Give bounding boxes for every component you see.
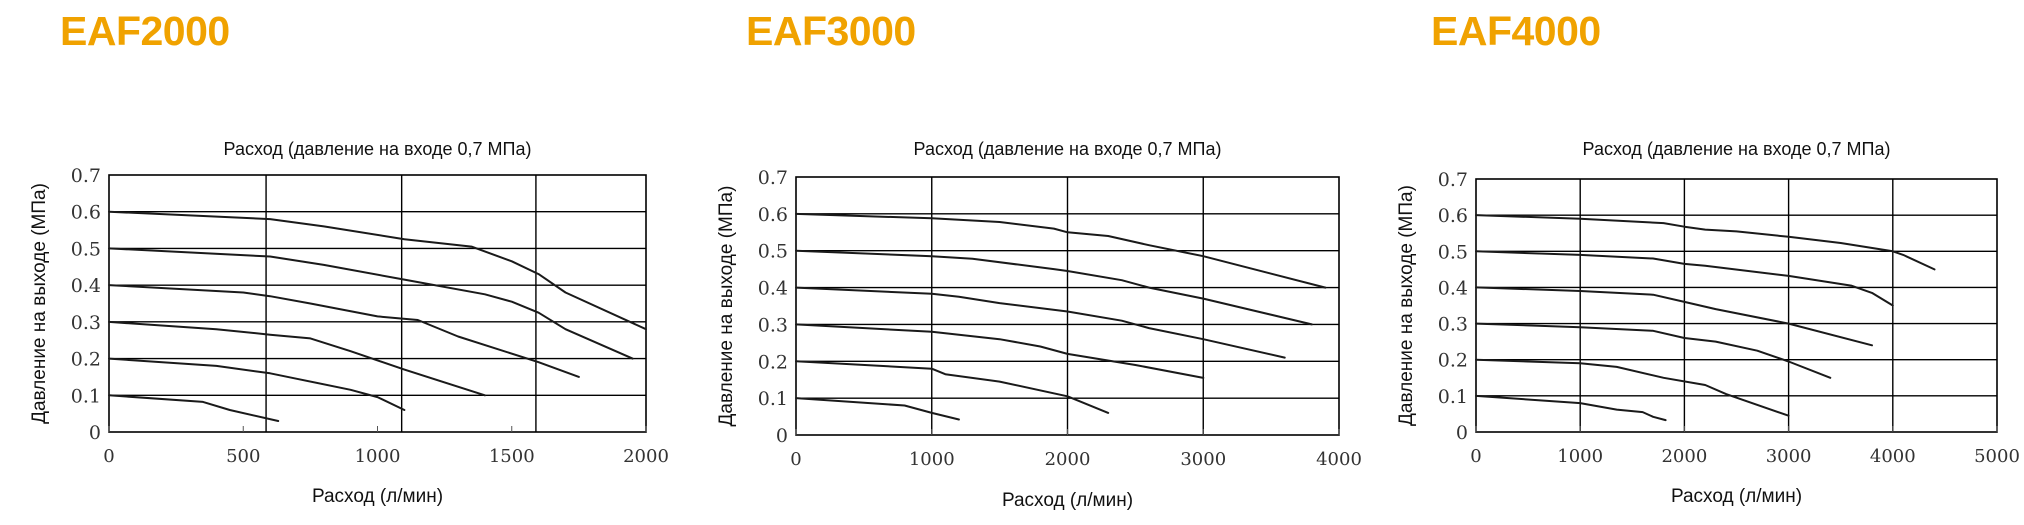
series-line-2 — [795, 249, 1313, 326]
y-tick-label: 0.7 — [1438, 169, 1468, 191]
series-line-5 — [795, 360, 1110, 414]
y-tick-label: 0.1 — [758, 388, 788, 410]
y-axis-label: Давление на выходе (МПа) — [716, 186, 737, 427]
x-tick-label: 1000 — [1557, 446, 1603, 467]
series-line-6 — [108, 394, 280, 422]
y-tick-label: 0.3 — [758, 314, 788, 336]
series-line-2 — [1475, 250, 1894, 307]
y-tick-label: 0 — [89, 422, 101, 444]
y-tick-label: 0.5 — [758, 241, 788, 263]
series-line-3 — [795, 286, 1286, 359]
x-axis-label: Расход (л/мин) — [312, 486, 443, 507]
x-tick-label: 0 — [790, 449, 801, 470]
series-line-4 — [1475, 322, 1832, 379]
y-tick-label: 0.2 — [758, 351, 788, 373]
plot-frame — [108, 174, 647, 433]
y-tick-label: 0.5 — [1438, 241, 1468, 263]
x-tick-label: 1000 — [355, 446, 401, 467]
y-axis-label: Давление на выходе (МПа) — [29, 183, 50, 424]
y-tick-label: 0.4 — [758, 278, 788, 300]
x-tick-label: 2000 — [623, 446, 669, 467]
y-tick-label: 0.1 — [71, 385, 101, 407]
y-tick-label: 0.6 — [758, 204, 788, 226]
x-axis-label: Расход (л/мин) — [1671, 486, 1802, 507]
y-tick-label: 0 — [776, 425, 788, 447]
series-line-4 — [795, 323, 1205, 379]
y-tick-label: 0.1 — [1438, 386, 1468, 408]
series-line-5 — [108, 357, 406, 411]
x-axis-label: Расход (л/мин) — [1002, 490, 1133, 511]
series-line-1 — [1475, 214, 1936, 271]
y-tick-label: 0.2 — [1438, 350, 1468, 372]
series-line-1 — [795, 212, 1327, 289]
series-line-1 — [108, 210, 647, 331]
x-tick-label: 5000 — [1974, 446, 2020, 467]
plot-frame — [1475, 178, 1998, 433]
model-title-eaf4000: EAF4000 — [1431, 8, 1601, 54]
y-tick-label: 0.7 — [71, 165, 101, 187]
y-tick-label: 0.4 — [71, 275, 101, 297]
y-tick-label: 0.2 — [71, 349, 101, 371]
y-tick-label: 0.6 — [71, 202, 101, 224]
y-tick-label: 0 — [1456, 422, 1468, 444]
model-title-eaf3000: EAF3000 — [746, 8, 916, 54]
x-tick-label: 500 — [226, 446, 260, 467]
chart-title: Расход (давление на входе 0,7 МПа) — [914, 139, 1222, 159]
series-line-6 — [1475, 394, 1667, 422]
y-tick-label: 0.3 — [71, 312, 101, 334]
x-tick-label: 3000 — [1766, 446, 1812, 467]
series-line-3 — [1475, 286, 1873, 347]
x-tick-label: 2000 — [1661, 446, 1707, 467]
model-title-eaf2000: EAF2000 — [60, 8, 230, 54]
x-tick-label: 0 — [103, 446, 114, 467]
y-tick-label: 0.6 — [1438, 205, 1468, 227]
y-tick-label: 0.7 — [758, 167, 788, 189]
y-tick-label: 0.3 — [1438, 314, 1468, 336]
x-tick-label: 1000 — [909, 449, 955, 470]
x-tick-label: 1500 — [489, 446, 535, 467]
chart-title: Расход (давление на входе 0,7 МПа) — [224, 139, 532, 159]
x-tick-label: 3000 — [1180, 449, 1226, 470]
y-tick-label: 0.5 — [71, 238, 101, 260]
y-axis-label: Давление на выходе (МПа) — [1396, 185, 1417, 426]
series-line-4 — [108, 320, 486, 397]
x-tick-label: 4000 — [1316, 449, 1362, 470]
series-line-5 — [1475, 358, 1790, 417]
series-line-2 — [108, 247, 634, 360]
series-line-3 — [108, 284, 580, 378]
x-tick-label: 2000 — [1045, 449, 1091, 470]
y-tick-label: 0.4 — [1438, 277, 1468, 299]
series-line-6 — [795, 397, 960, 421]
x-tick-label: 0 — [1470, 446, 1481, 467]
x-tick-label: 4000 — [1870, 446, 1916, 467]
chart-title: Расход (давление на входе 0,7 МПа) — [1583, 139, 1891, 159]
